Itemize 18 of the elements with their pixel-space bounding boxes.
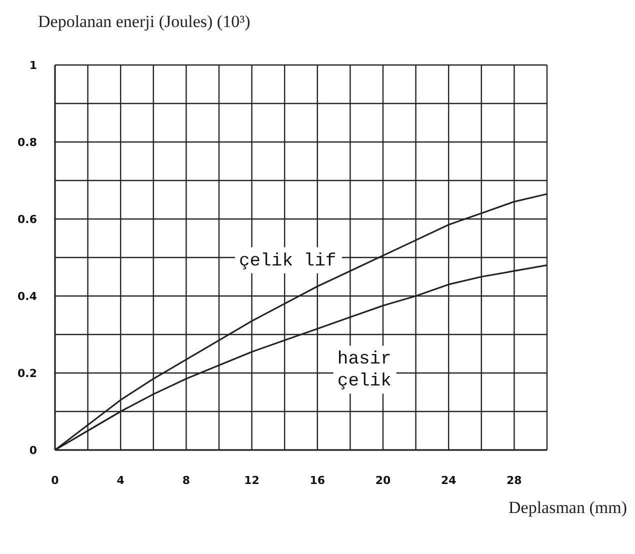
y-tick-label: 0.8	[18, 136, 37, 149]
x-tick-label: 16	[310, 474, 326, 487]
x-tick-label: 12	[244, 474, 260, 487]
x-tick-label: 8	[182, 474, 190, 487]
x-tick-label: 0	[51, 474, 60, 487]
y-tick-label: 1	[29, 58, 37, 72]
x-tick-label: 24	[440, 474, 457, 487]
x-axis-title: Deplasman (mm)	[508, 498, 627, 518]
y-axis-title: Depolanan enerji (Joules) (10³)	[38, 12, 250, 32]
series-label: çelik lif	[239, 251, 336, 272]
series-label: hasir çelik	[337, 350, 392, 392]
x-tick-label: 4	[116, 474, 125, 487]
y-tick-label: 0	[29, 444, 38, 457]
y-tick-label: 0.4	[18, 290, 38, 303]
y-tick-label: 0.2	[18, 366, 37, 380]
x-tick-label: 20	[375, 474, 391, 487]
x-tick-label: 28	[506, 474, 522, 487]
y-tick-label: 0.6	[18, 212, 38, 226]
